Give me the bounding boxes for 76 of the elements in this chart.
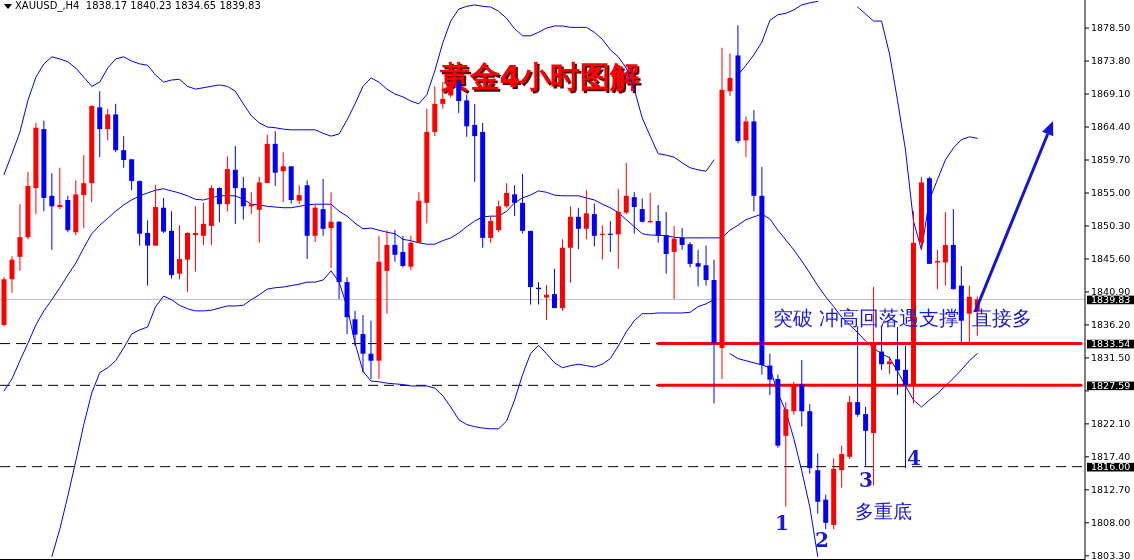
candlestick xyxy=(839,445,845,489)
candlestick xyxy=(615,188,621,270)
chart-subtitle: XAUUSD_,H4 1838.17 1840.23 1834.65 1839.83 xyxy=(15,0,261,12)
annotation: 多重底 xyxy=(855,500,912,522)
candlestick xyxy=(472,103,478,183)
candlestick xyxy=(49,172,55,251)
y-tick-label: 1812.70 xyxy=(1091,483,1131,495)
candlestick xyxy=(248,191,254,215)
annotation: 4 xyxy=(907,446,922,470)
candlestick xyxy=(392,229,398,263)
candlestick xyxy=(177,224,182,280)
candlestick xyxy=(583,189,589,240)
candlestick xyxy=(81,154,87,229)
candlestick xyxy=(863,406,869,467)
y-tick-label: 1864.40 xyxy=(1091,121,1131,133)
candlestick xyxy=(623,162,629,215)
candlestick xyxy=(663,211,669,275)
candlestick xyxy=(280,151,286,203)
candlestick xyxy=(9,255,15,294)
candlestick xyxy=(687,241,693,268)
candlestick xyxy=(488,215,494,244)
y-tick-label: 1822.10 xyxy=(1091,417,1131,429)
candlestick xyxy=(823,494,829,530)
candlestick xyxy=(543,284,549,321)
candlestick xyxy=(591,203,597,247)
candlestick xyxy=(296,184,302,205)
y-tick-label: 1859.70 xyxy=(1091,154,1131,165)
candlestick xyxy=(368,320,374,380)
ref-line-label: 1816.00 xyxy=(1091,461,1131,473)
candlestick xyxy=(200,202,206,246)
candlestick xyxy=(551,268,557,309)
candlestick xyxy=(57,167,63,210)
candlestick xyxy=(328,191,334,269)
y-tick-label: 1836.20 xyxy=(1091,318,1131,330)
candlestick xyxy=(895,326,901,396)
candlestick xyxy=(767,353,773,396)
y-tick-label: 1817.40 xyxy=(1091,450,1131,462)
candlestick xyxy=(17,203,23,272)
y-tick-label: 1831.50 xyxy=(1091,351,1131,363)
annotation: 3 xyxy=(859,468,873,492)
candlestick xyxy=(575,207,581,250)
candlestick xyxy=(496,200,502,233)
y-tick-label: 1869.10 xyxy=(1091,88,1131,100)
candlestick xyxy=(129,158,135,191)
candlestick xyxy=(145,219,151,287)
annotation: 2 xyxy=(815,528,829,552)
candlestick xyxy=(703,245,709,287)
candlestick xyxy=(743,115,749,158)
y-tick-label: 1850.30 xyxy=(1091,219,1131,231)
candlestick xyxy=(400,235,406,268)
y-tick-label: 1855.00 xyxy=(1091,186,1131,198)
candlestick xyxy=(192,205,198,273)
y-tick-label: 1873.80 xyxy=(1091,55,1131,67)
candlestick xyxy=(408,235,414,271)
y-tick-label: 1808.00 xyxy=(1091,516,1131,528)
candlestick xyxy=(631,191,637,235)
candlestick xyxy=(105,108,111,141)
candlestick xyxy=(942,211,948,287)
y-tick-label: 1803.30 xyxy=(1091,549,1131,560)
y-tick-label: 1845.60 xyxy=(1091,252,1131,264)
candlestick xyxy=(727,52,733,97)
candlestick xyxy=(352,310,358,347)
candlestick xyxy=(879,326,885,371)
ref-line-label: 1833.54 xyxy=(1091,337,1131,349)
ref-line-label: 1827.59 xyxy=(1091,379,1131,391)
annotation: 1 xyxy=(775,511,789,535)
candlestick xyxy=(695,249,701,287)
candlestick xyxy=(504,182,510,209)
candlestick xyxy=(161,197,167,234)
y-tick-label: 1878.50 xyxy=(1091,22,1131,34)
candlestick xyxy=(360,314,366,374)
candlestick xyxy=(655,204,661,244)
candlestick xyxy=(671,225,677,300)
candlestick xyxy=(121,135,127,169)
candlestick xyxy=(97,90,103,158)
candlestick xyxy=(679,227,685,251)
